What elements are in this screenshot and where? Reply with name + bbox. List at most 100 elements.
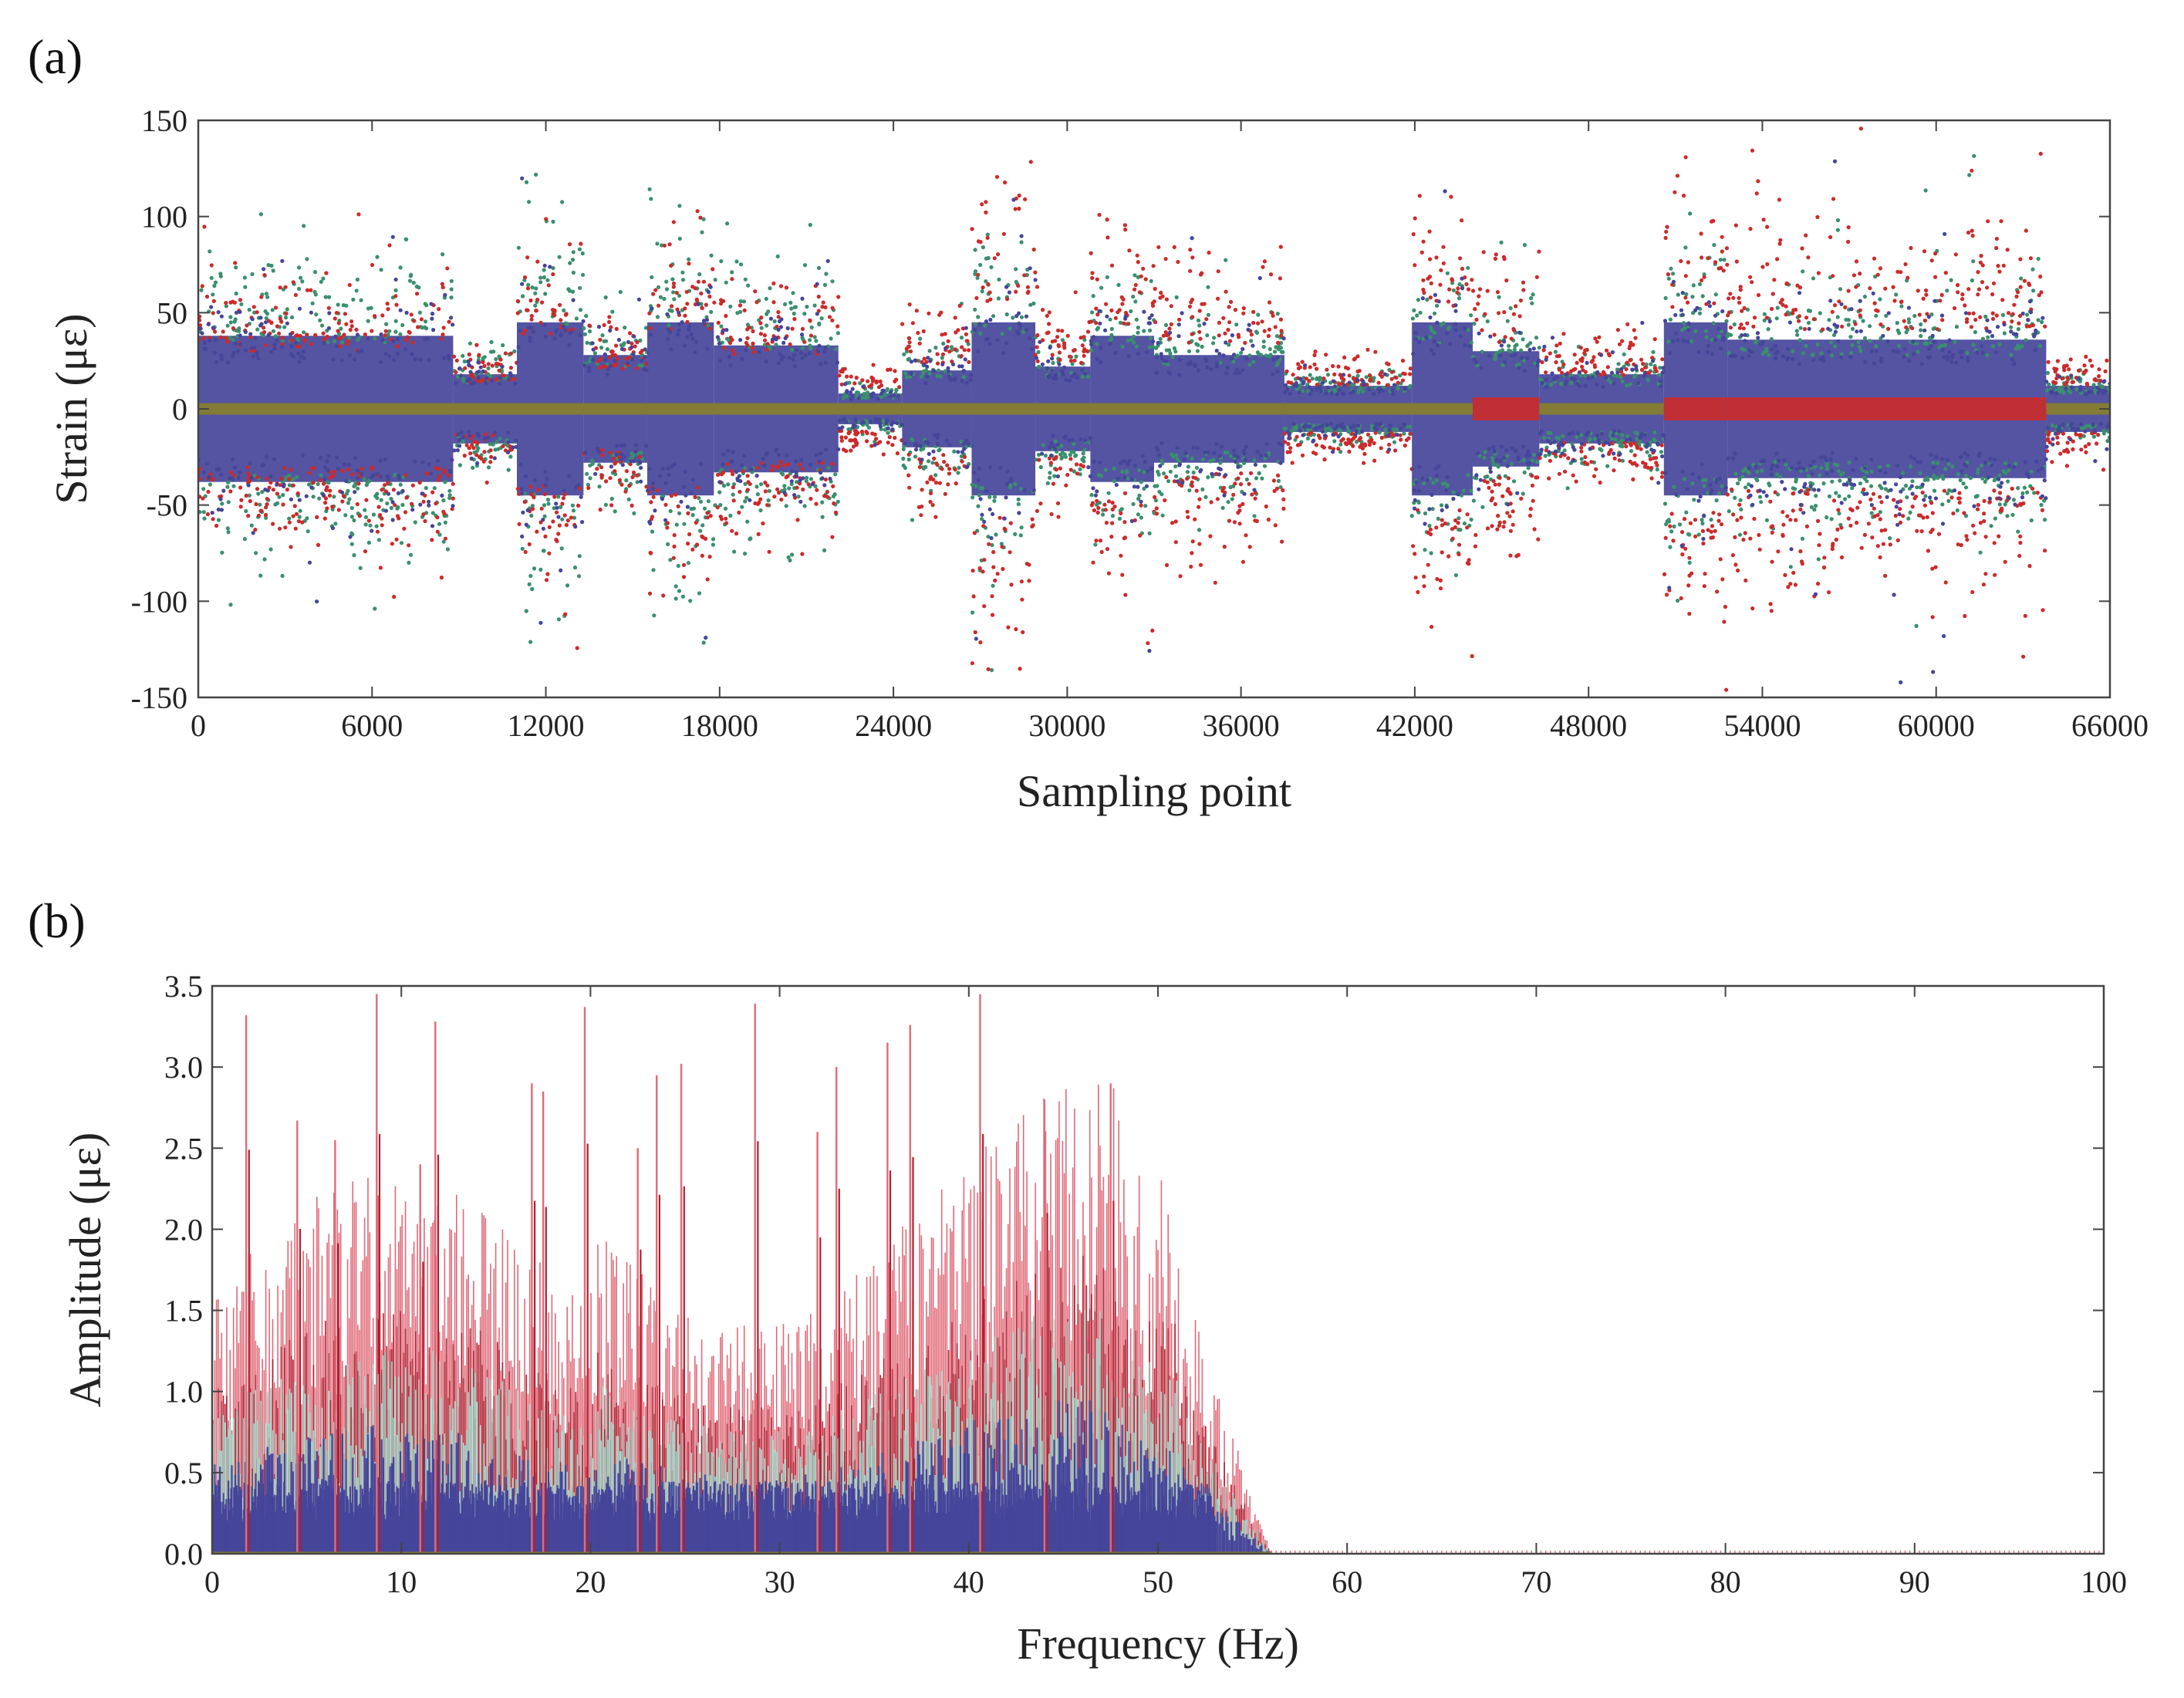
strain-point — [1526, 451, 1531, 455]
strain-point — [352, 553, 356, 558]
strain-point — [795, 518, 800, 522]
strain-point — [1175, 445, 1180, 451]
strain-point — [348, 535, 353, 539]
strain-point — [693, 350, 697, 355]
strain-point — [1153, 370, 1158, 375]
strain-point — [1993, 516, 1997, 521]
strain-point — [987, 542, 991, 546]
strain-point — [1308, 373, 1312, 377]
strain-point — [1628, 358, 1632, 363]
strain-point — [745, 519, 750, 524]
strain-point — [1715, 589, 1720, 594]
strain-point — [248, 335, 253, 339]
strain-point — [1120, 572, 1125, 577]
strain-point — [1046, 375, 1051, 380]
strain-point — [582, 332, 588, 336]
strain-point — [1610, 350, 1615, 355]
strain-point — [2024, 338, 2028, 343]
strain-point — [1253, 496, 1257, 501]
strain-point — [486, 362, 491, 366]
strain-point — [1707, 304, 1712, 309]
strain-point — [587, 369, 592, 373]
strain-point — [1170, 452, 1174, 457]
strain-point — [738, 303, 743, 308]
strain-point — [1477, 331, 1481, 336]
strain-point — [658, 295, 663, 299]
strain-point — [1072, 469, 1076, 474]
strain-point — [318, 455, 322, 461]
strain-point — [1372, 392, 1376, 397]
strain-point — [1931, 461, 1936, 465]
strain-point — [835, 331, 840, 336]
strain-point — [238, 333, 242, 338]
strain-point — [1347, 380, 1352, 385]
strain-point — [685, 319, 690, 324]
strain-point — [246, 514, 251, 518]
strain-point — [1567, 432, 1571, 437]
strain-point — [1109, 263, 1115, 268]
strain-point — [639, 451, 643, 455]
strain-point — [1429, 281, 1433, 285]
strain-point — [849, 448, 853, 453]
strain-point — [759, 326, 764, 330]
strain-point — [1110, 501, 1115, 505]
strain-point — [203, 340, 208, 345]
strain-point — [1566, 456, 1571, 461]
strain-point — [1214, 441, 1219, 447]
strain-point — [1035, 345, 1039, 349]
strain-point — [562, 308, 566, 312]
strain-point — [1525, 356, 1530, 360]
strain-point — [468, 451, 473, 456]
strain-point — [1041, 443, 1045, 447]
strain-point — [1139, 274, 1143, 278]
strain-point — [738, 299, 744, 304]
strain-point — [672, 533, 677, 538]
strain-point — [1638, 440, 1642, 444]
strain-point — [1713, 338, 1717, 343]
strain-point — [1278, 461, 1283, 465]
strain-point — [664, 279, 669, 284]
strain-point — [789, 479, 794, 484]
strain-point — [1669, 511, 1674, 516]
strain-point — [1702, 484, 1706, 488]
strain-point — [610, 353, 615, 357]
strain-point — [826, 465, 831, 471]
strain-point — [1702, 275, 1706, 279]
strain-point — [298, 508, 302, 513]
strain-point — [1628, 459, 1632, 464]
strain-point — [1534, 336, 1539, 340]
strain-point — [437, 307, 441, 312]
strain-point — [988, 297, 993, 302]
strain-point — [532, 495, 536, 500]
strain-point — [887, 435, 892, 440]
strain-point — [1303, 363, 1308, 368]
strain-point — [525, 308, 529, 312]
strain-point — [1577, 370, 1581, 375]
strain-point — [410, 483, 415, 488]
strain-point — [1098, 360, 1103, 365]
strain-point — [258, 573, 263, 578]
strain-point — [1720, 249, 1724, 254]
strain-point — [942, 460, 947, 464]
strain-point — [389, 505, 393, 511]
strain-point — [238, 505, 243, 509]
strain-point — [1416, 508, 1420, 512]
strain-point — [213, 280, 218, 285]
strain-point — [1549, 383, 1554, 387]
strain-point — [1040, 362, 1045, 366]
strain-point — [981, 524, 986, 528]
strain-point — [424, 326, 429, 331]
strain-point — [359, 298, 363, 302]
strain-point — [1145, 469, 1150, 474]
strain-point — [1174, 453, 1179, 457]
strain-point — [1435, 320, 1440, 325]
strain-point — [913, 358, 917, 363]
strain-point — [1212, 451, 1217, 456]
strain-point — [973, 269, 978, 274]
strain-point — [243, 285, 248, 289]
strain-point — [749, 467, 754, 472]
strain-point — [1058, 357, 1062, 362]
strain-point — [814, 453, 819, 457]
strain-point — [482, 437, 487, 441]
strain-point — [728, 304, 733, 309]
